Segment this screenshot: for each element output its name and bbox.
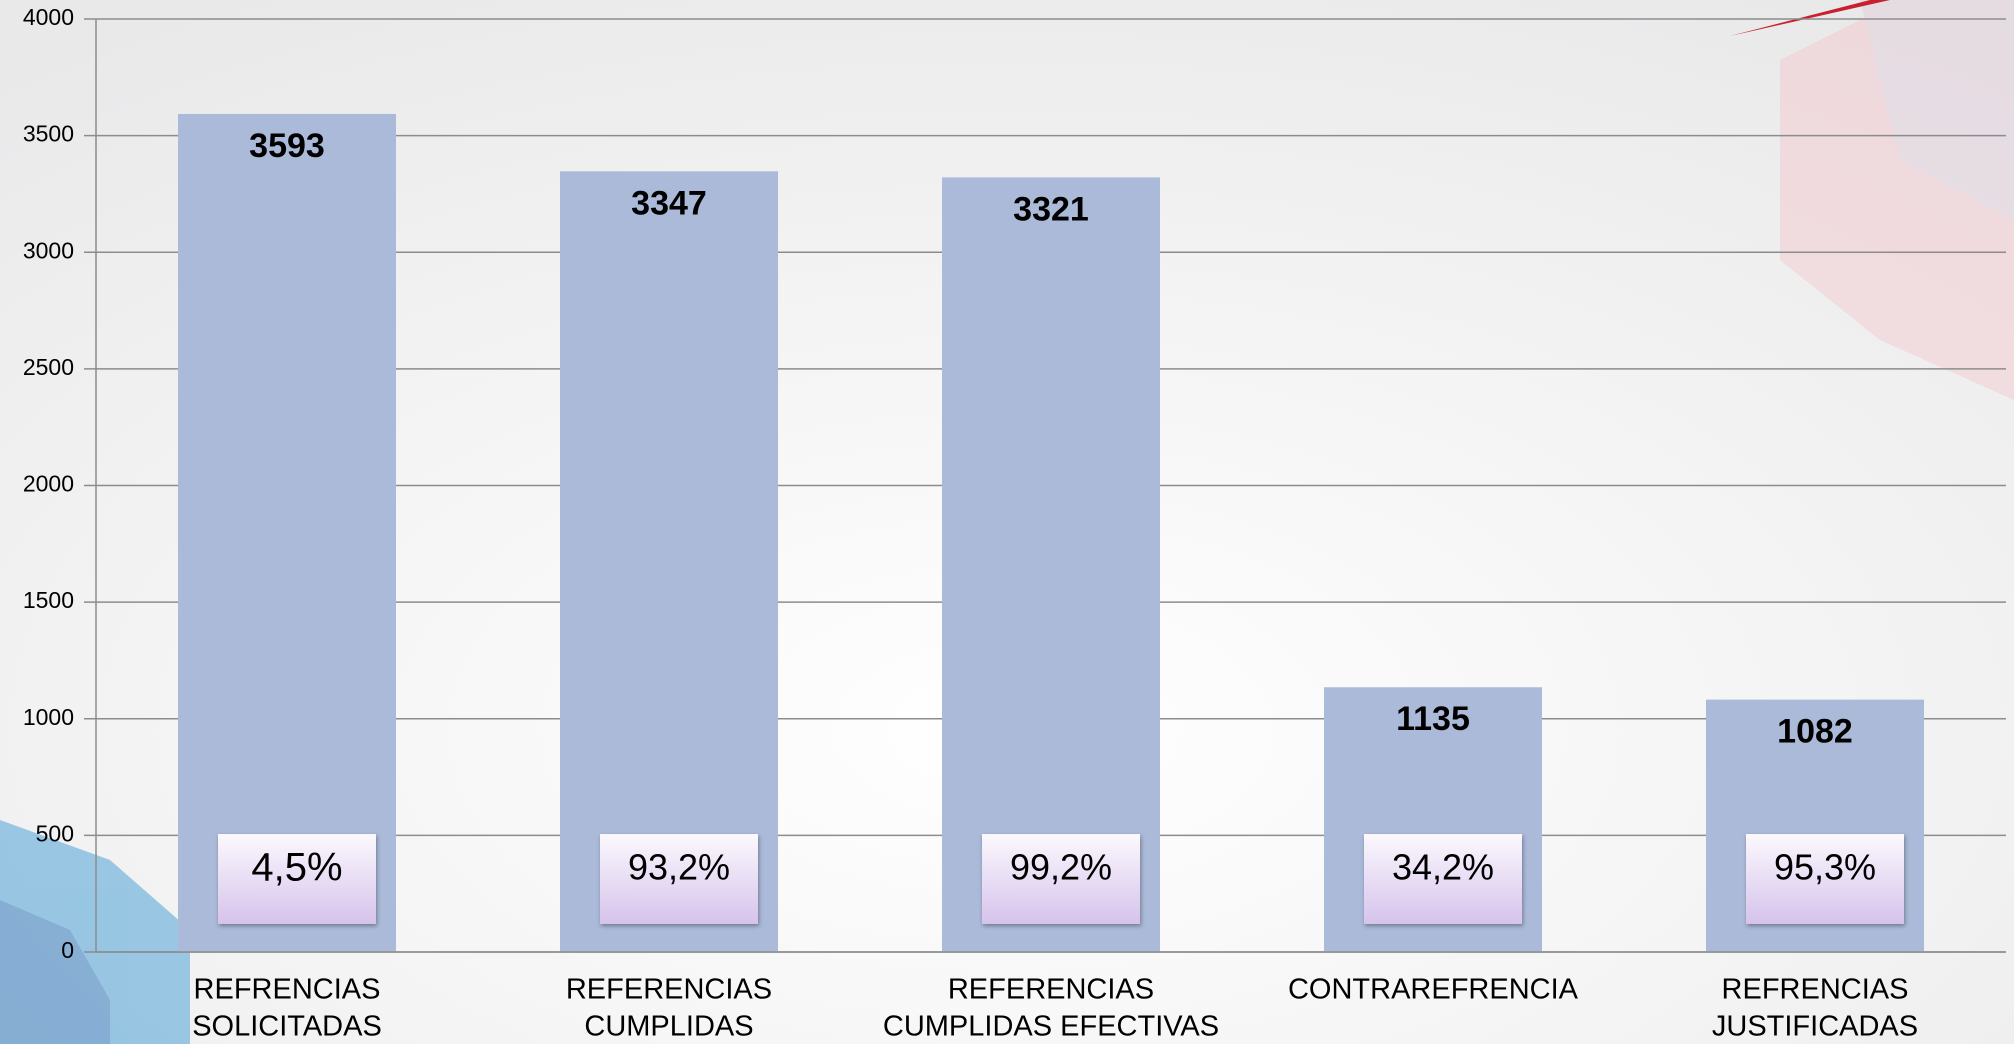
percent-box [218, 834, 376, 924]
y-tick-label: 3500 [23, 121, 74, 147]
percent-label: 93,2% [628, 847, 730, 888]
percent-box [982, 834, 1140, 924]
bar [560, 171, 778, 952]
bar [178, 113, 396, 953]
value-label: 3321 [1013, 190, 1089, 228]
y-tick-label: 500 [36, 820, 74, 846]
bar [942, 177, 1160, 952]
y-tick-label: 4000 [23, 4, 74, 30]
percent-label: 95,3% [1774, 847, 1876, 888]
percent-label: 4,5% [251, 846, 342, 890]
x-tick-label: CUMPLIDAS [584, 1011, 753, 1043]
percent-label: 99,2% [1010, 847, 1112, 888]
decoration [1730, 0, 1890, 36]
value-label: 1082 [1777, 713, 1853, 751]
value-label: 1135 [1396, 700, 1470, 738]
x-tick-label: JUSTIFICADAS [1712, 1011, 1918, 1043]
percent-box [1746, 834, 1904, 924]
y-tick-label: 1500 [23, 587, 74, 613]
percent-box [600, 834, 758, 924]
y-tick-label: 2000 [23, 471, 74, 497]
x-tick-label: CONTRAREFRENCIA [1288, 974, 1579, 1006]
x-tick-label: REFERENCIAS [948, 974, 1154, 1006]
x-tick-label: SOLICITADAS [192, 1011, 382, 1043]
x-tick-label: REFRENCIAS [1722, 974, 1909, 1006]
value-label: 3593 [249, 127, 325, 165]
percent-box [1364, 834, 1522, 924]
y-tick-label: 0 [61, 937, 74, 963]
y-tick-label: 3000 [23, 237, 74, 263]
x-tick-label: CUMPLIDAS EFECTIVAS [883, 1011, 1219, 1043]
value-label: 3347 [631, 184, 707, 222]
x-tick-label: REFERENCIAS [566, 974, 772, 1006]
x-tick-label: REFRENCIAS [194, 974, 381, 1006]
percent-label: 34,2% [1392, 847, 1494, 888]
y-tick-label: 2500 [23, 354, 74, 380]
y-tick-label: 1000 [23, 704, 74, 730]
